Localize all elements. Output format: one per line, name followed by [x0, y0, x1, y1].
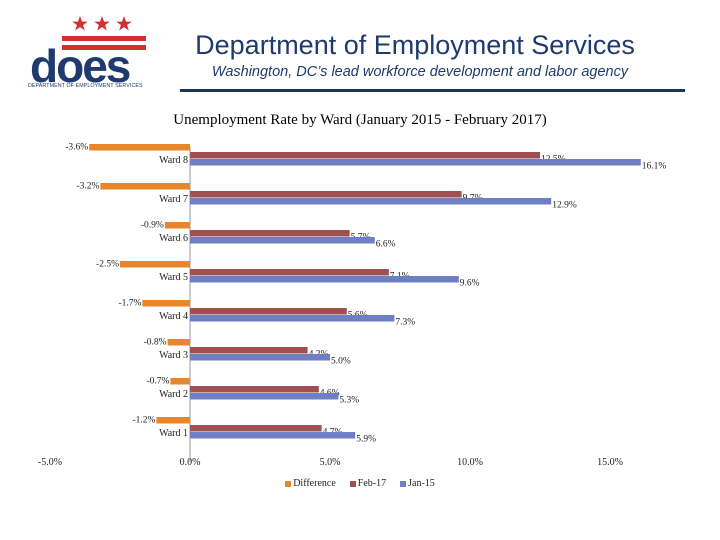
bar-feb-17 [190, 152, 540, 159]
category-label: Ward 5 [159, 272, 188, 283]
legend-swatch-jan15 [400, 480, 407, 487]
bar-difference [164, 222, 190, 229]
data-label: 16.1% [642, 162, 667, 172]
data-label: -1.7% [118, 299, 141, 309]
chart-title: Unemployment Rate by Ward (January 2015 … [173, 112, 547, 128]
bar-jan-15 [190, 198, 552, 205]
x-tick-label: 5.0% [320, 457, 341, 468]
data-label: -3.2% [76, 182, 99, 192]
category-label: Ward 8 [159, 155, 188, 166]
bar-difference [170, 378, 190, 385]
bar-jan-15 [190, 276, 459, 283]
bar-feb-17 [190, 425, 322, 432]
bar-chart: Ward 8-3.6%12.5%16.1%Ward 7-3.2%9.7%12.9… [38, 143, 667, 469]
legend-item-difference: Difference [285, 478, 336, 489]
header: does DEPARTMENT OF EMPLOYMENT SERVICES D… [0, 0, 720, 100]
data-label: 12.9% [552, 201, 577, 211]
bar-difference [89, 144, 190, 151]
category-label: Ward 6 [159, 233, 188, 244]
bar-difference [100, 183, 190, 190]
data-label: 5.9% [356, 435, 376, 445]
header-divider [180, 89, 685, 92]
chart-area: Unemployment Rate by Ward (January 2015 … [0, 100, 720, 540]
data-label: -2.5% [96, 260, 119, 270]
bar-jan-15 [190, 393, 339, 400]
x-tick-label: 10.0% [457, 457, 483, 468]
legend-item-feb17: Feb-17 [349, 478, 387, 489]
bar-feb-17 [190, 347, 308, 354]
logo-wordmark: does [30, 40, 130, 92]
page-title: Department of Employment Services [195, 30, 635, 60]
data-label: -1.2% [132, 416, 155, 426]
data-label: 7.3% [395, 318, 415, 328]
chart-legend: Difference Feb-17 Jan-15 [0, 478, 720, 489]
bar-difference [156, 417, 190, 424]
data-label: 5.0% [331, 357, 351, 367]
data-label: -0.8% [144, 338, 167, 348]
data-label: 9.6% [460, 279, 480, 289]
data-label: -0.7% [146, 377, 169, 387]
legend-item-jan15: Jan-15 [400, 478, 435, 489]
bar-feb-17 [190, 386, 319, 393]
bar-feb-17 [190, 230, 350, 237]
bar-difference [142, 300, 190, 307]
legend-label-difference: Difference [293, 478, 336, 489]
category-label: Ward 3 [159, 350, 188, 361]
bar-jan-15 [190, 315, 395, 322]
does-logo: does [28, 12, 153, 92]
bar-feb-17 [190, 269, 389, 276]
bar-feb-17 [190, 191, 462, 198]
legend-label-jan15: Jan-15 [408, 478, 435, 489]
x-tick-label: -5.0% [38, 457, 62, 468]
data-label: 5.3% [339, 396, 359, 406]
bar-difference [167, 339, 190, 346]
logo-subtitle: DEPARTMENT OF EMPLOYMENT SERVICES [28, 83, 143, 89]
bar-jan-15 [190, 354, 330, 361]
x-tick-label: 15.0% [597, 457, 623, 468]
category-label: Ward 1 [159, 428, 188, 439]
legend-swatch-difference [285, 480, 292, 487]
bar-jan-15 [190, 159, 641, 166]
category-label: Ward 7 [159, 194, 188, 205]
page-tagline: Washington, DC’s lead workforce developm… [211, 64, 629, 80]
bar-jan-15 [190, 237, 375, 244]
x-tick-label: 0.0% [180, 457, 201, 468]
data-label: -3.6% [65, 143, 88, 153]
category-label: Ward 4 [159, 311, 188, 322]
category-label: Ward 2 [159, 389, 188, 400]
data-label: 6.6% [376, 240, 396, 250]
bar-difference [120, 261, 190, 268]
data-label: -0.9% [141, 221, 164, 231]
bar-jan-15 [190, 432, 356, 439]
bar-feb-17 [190, 308, 347, 315]
legend-label-feb17: Feb-17 [357, 478, 387, 489]
legend-swatch-feb17 [349, 480, 356, 487]
